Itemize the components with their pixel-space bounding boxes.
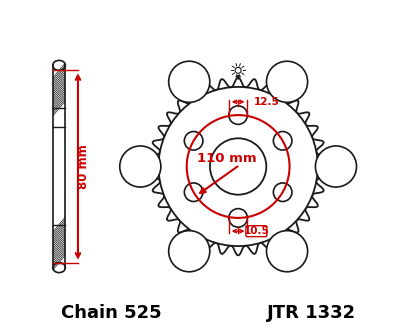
Circle shape <box>229 208 248 227</box>
Circle shape <box>229 106 248 125</box>
Circle shape <box>184 132 203 150</box>
Circle shape <box>266 231 308 272</box>
Circle shape <box>210 138 266 195</box>
Bar <box>53 66 65 267</box>
Bar <box>53 70 65 109</box>
Circle shape <box>316 146 356 187</box>
Text: 80 mm: 80 mm <box>78 144 90 189</box>
Bar <box>53 224 65 263</box>
Ellipse shape <box>53 60 65 70</box>
Circle shape <box>184 183 203 201</box>
Circle shape <box>273 132 292 150</box>
Circle shape <box>235 67 241 73</box>
Circle shape <box>169 61 210 102</box>
Text: 110 mm: 110 mm <box>197 152 256 165</box>
Circle shape <box>273 183 292 201</box>
Polygon shape <box>150 78 327 255</box>
Text: JTR 1332: JTR 1332 <box>267 304 356 322</box>
Ellipse shape <box>53 263 65 273</box>
Circle shape <box>158 87 318 246</box>
Circle shape <box>120 146 161 187</box>
FancyBboxPatch shape <box>246 226 267 237</box>
Circle shape <box>266 61 308 102</box>
Text: Chain 525: Chain 525 <box>61 304 161 322</box>
Circle shape <box>169 231 210 272</box>
Text: 12.5: 12.5 <box>253 97 279 107</box>
Text: 10.5: 10.5 <box>244 226 269 236</box>
